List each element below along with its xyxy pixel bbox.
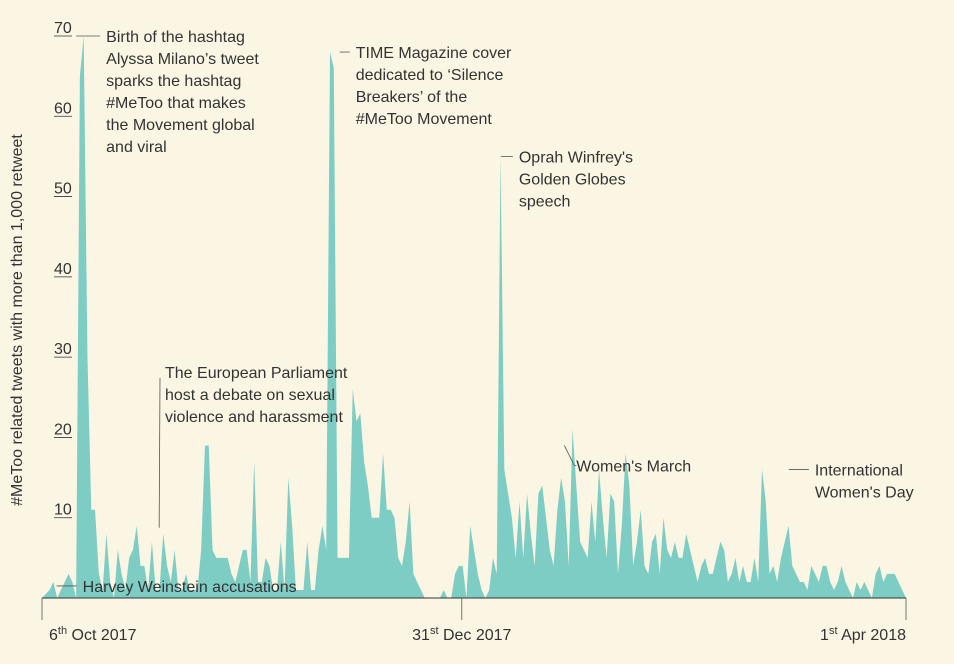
y-tick-label: 10 xyxy=(54,502,72,519)
y-tick-label: 70 xyxy=(54,20,72,37)
annotation-label: The European Parliament host a debate on … xyxy=(165,365,348,426)
annotation-label: International Women's Day xyxy=(815,463,914,502)
annotation-label: Oprah Winfrey's Golden Globes speech xyxy=(519,149,633,210)
y-tick-label: 60 xyxy=(54,100,72,117)
x-tick-label: 6th Oct 2017 xyxy=(49,625,137,644)
x-axis: 6th Oct 2017 31st Dec 2017 1st Apr 2018 xyxy=(41,597,907,644)
annotation-label: Birth of the hashtag Alyssa Milano’s twee… xyxy=(106,29,259,156)
y-tick-label: 50 xyxy=(54,181,72,198)
y-tick-label: 30 xyxy=(54,341,72,358)
y-tick-label: 20 xyxy=(54,421,72,438)
annotation-leader xyxy=(158,377,161,528)
y-tick-label: 40 xyxy=(54,261,72,278)
annotation-label: Harvey Weinstein accusations xyxy=(83,579,297,596)
x-tick-label: 31st Dec 2017 xyxy=(412,625,511,644)
annotation-leader xyxy=(563,445,575,466)
x-tick-label: 1st Apr 2018 xyxy=(820,625,906,644)
annotation-layer: Harvey Weinstein accusations Birth of the… xyxy=(56,29,914,596)
annotation-label: TIME Magazine cover dedicated to ‘Silence… xyxy=(356,45,512,128)
annotation-label: Women's March xyxy=(576,458,691,475)
y-axis-title: #MeToo related tweets with more than 1,0… xyxy=(9,134,26,506)
y-tick-layer: 10 20 30 40 50 60 70 xyxy=(54,20,72,519)
